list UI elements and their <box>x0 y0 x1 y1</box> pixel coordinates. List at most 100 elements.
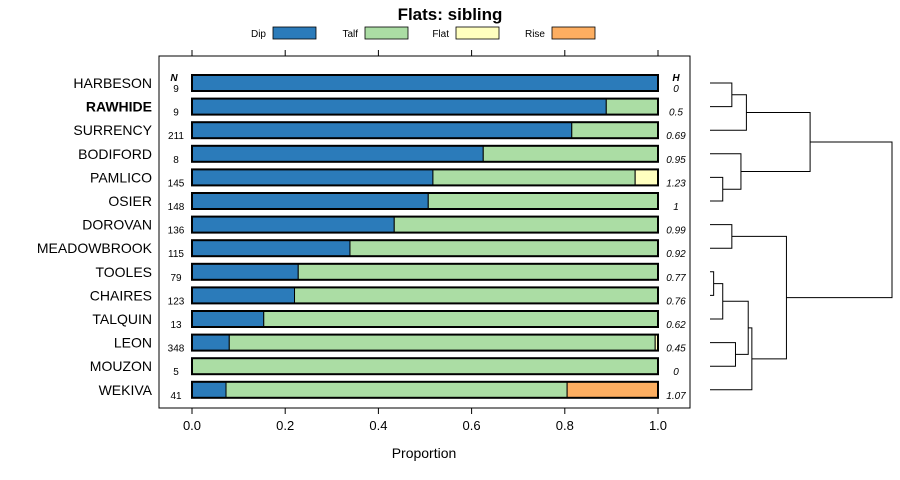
rows: HARBESON 9 0 RAWHIDE 9 0.5 SURRENCY 211 0.69 BODI… <box>37 74 686 402</box>
bar-surrency-dip <box>191 121 573 139</box>
dendrogram-branch <box>710 82 733 108</box>
legend-swatch-rise <box>551 26 596 40</box>
row-h-surrency: 0.69 <box>666 131 686 142</box>
dendrogram-branch <box>710 283 724 320</box>
bar-harbeson-dip <box>191 74 659 92</box>
row-h-pamlico: 1.23 <box>666 178 686 189</box>
bar-outline-wekiva <box>191 380 659 399</box>
bar-outline-meadowbrook <box>191 239 659 258</box>
legend-label-talf: Talf <box>342 29 358 40</box>
row-label-talquin: TALQUIN <box>92 311 152 327</box>
dendrogram-branch <box>740 112 811 172</box>
row-label-mouzon: MOUZON <box>90 358 152 374</box>
row-n-surrency: 211 <box>168 131 184 142</box>
row-label-dorovan: DOROVAN <box>82 217 152 233</box>
row-n-leon: 348 <box>168 344 185 355</box>
row-n-wekiva: 41 <box>170 391 182 402</box>
legend-swatch-flat <box>455 26 500 40</box>
bar-mouzon-talf <box>191 357 659 375</box>
row-label-meadowbrook: MEADOWBROOK <box>37 240 153 256</box>
dendrogram-branch <box>710 153 742 190</box>
row-n-harbeson: 9 <box>173 84 179 95</box>
legend-swatch-talf <box>364 26 409 40</box>
bar-outline-bodiford <box>191 144 659 163</box>
legend-label-flat: Flat <box>432 29 449 40</box>
x-axis-title: Proportion <box>392 445 457 461</box>
bar-wekiva-talf <box>225 381 568 399</box>
x-tick-label: 0.0 <box>183 418 201 433</box>
row-label-chaires: CHAIRES <box>90 287 152 303</box>
bar-outline-harbeson <box>191 74 659 92</box>
bar-surrency-talf <box>571 121 659 139</box>
row-h-bodiford: 0.95 <box>666 155 686 166</box>
row-h-talquin: 0.62 <box>666 320 686 331</box>
bar-outline-osier <box>191 192 659 210</box>
bar-outline-leon <box>191 333 659 352</box>
x-tick-label: 0.4 <box>369 418 387 433</box>
bar-outline-mouzon <box>191 357 659 376</box>
bar-rawhide-talf <box>605 98 659 116</box>
bar-wekiva-rise <box>566 381 659 399</box>
row-n-rawhide: 9 <box>173 108 179 119</box>
bar-pamlico-talf <box>432 168 636 186</box>
bar-bodiford-talf <box>482 145 659 163</box>
row-h-wekiva: 1.07 <box>666 391 686 402</box>
row-h-harbeson: 0 <box>673 84 679 95</box>
bar-outline-dorovan <box>191 215 659 234</box>
row-h-tooles: 0.77 <box>666 273 686 284</box>
row-n-dorovan: 136 <box>168 226 185 237</box>
row-label-pamlico: PAMLICO <box>90 169 152 185</box>
bar-outline-rawhide <box>191 97 659 116</box>
row-n-talquin: 13 <box>170 320 182 331</box>
bar-meadowbrook-dip <box>191 239 351 257</box>
row-n-osier: 148 <box>168 202 185 213</box>
bar-outline-tooles <box>191 262 659 281</box>
h-header: H <box>672 73 680 84</box>
dendrogram-branch <box>731 235 787 360</box>
bar-outline-chaires <box>191 286 659 305</box>
bar-pamlico-flat <box>634 168 659 186</box>
bar-dorovan-dip <box>191 216 395 234</box>
row-h-chaires: 0.76 <box>666 296 686 307</box>
dendrogram-branch <box>710 224 733 249</box>
plot-frame <box>158 55 691 409</box>
row-label-rawhide: RAWHIDE <box>86 99 152 115</box>
bar-rawhide-dip <box>191 98 607 116</box>
row-h-leon: 0.45 <box>666 344 686 355</box>
dendrogram-branch <box>710 176 724 202</box>
dendrogram-branch <box>710 342 736 367</box>
row-h-osier: 1 <box>673 202 679 213</box>
chart-title: Flats: sibling <box>398 5 503 24</box>
dendrogram-branch <box>710 271 715 296</box>
bar-osier-talf <box>427 192 659 210</box>
legend-swatch-dip <box>272 26 317 40</box>
bar-tooles-dip <box>191 263 299 281</box>
bar-chaires-dip <box>191 286 296 304</box>
bar-tooles-talf <box>297 263 659 281</box>
x-tick-label: 1.0 <box>649 418 667 433</box>
row-label-wekiva: WEKIVA <box>99 382 153 398</box>
bar-dorovan-talf <box>393 216 659 234</box>
row-n-bodiford: 8 <box>173 155 179 166</box>
row-n-meadowbrook: 115 <box>168 249 184 260</box>
bar-leon-dip <box>191 334 230 352</box>
bar-wekiva-dip <box>191 381 227 399</box>
row-n-pamlico: 145 <box>168 178 185 189</box>
bar-leon-talf <box>228 334 656 352</box>
n-header: N <box>170 73 178 84</box>
row-label-leon: LEON <box>114 335 152 351</box>
legend: Dip Talf Flat Rise <box>251 26 596 40</box>
bar-meadowbrook-talf <box>349 239 659 257</box>
x-tick-label: 0.8 <box>556 418 574 433</box>
row-label-osier: OSIER <box>108 193 152 209</box>
row-n-tooles: 79 <box>170 273 182 284</box>
row-n-chaires: 123 <box>168 296 185 307</box>
dendrogram <box>710 82 893 391</box>
x-tick-label: 0.6 <box>463 418 481 433</box>
bar-chaires-talf <box>294 286 659 304</box>
dendrogram-branch <box>710 327 753 391</box>
row-label-surrency: SURRENCY <box>73 122 152 138</box>
bar-osier-dip <box>191 192 429 210</box>
row-label-bodiford: BODIFORD <box>78 146 152 162</box>
